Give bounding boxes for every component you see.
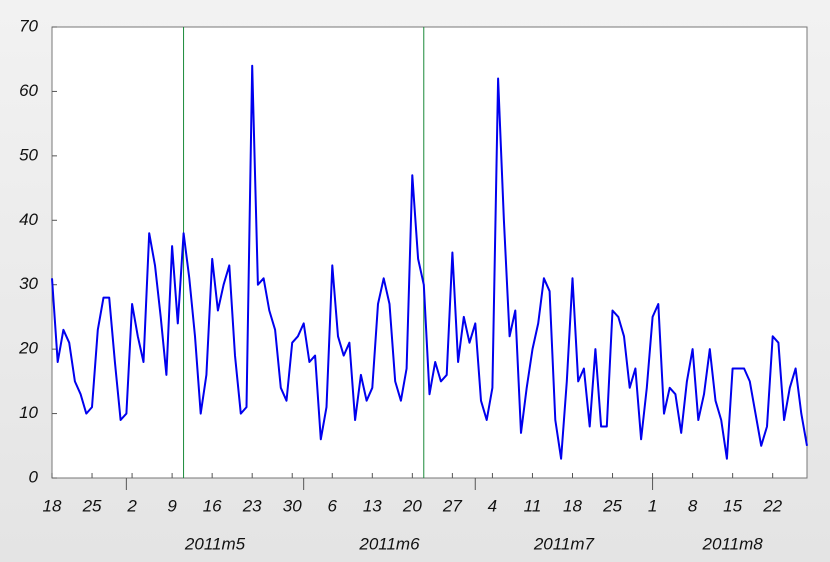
y-tick-label: 40 — [19, 210, 38, 229]
y-tick-label: 30 — [19, 274, 38, 293]
x-tick-label: 13 — [363, 496, 382, 515]
x-tick-label: 22 — [762, 496, 782, 515]
x-tick-label: 18 — [43, 496, 62, 515]
y-tick-label: 0 — [29, 467, 39, 486]
x-tick-label: 23 — [242, 496, 262, 515]
x-tick-label: 18 — [563, 496, 582, 515]
month-label: 2011m8 — [702, 534, 764, 553]
x-tick-label: 20 — [402, 496, 422, 515]
x-tick-label: 1 — [648, 496, 657, 515]
y-tick-label: 60 — [19, 81, 38, 100]
x-tick-label: 6 — [328, 496, 338, 515]
x-tick-label: 16 — [203, 496, 222, 515]
x-tick-label: 2 — [126, 496, 137, 515]
x-tick-label: 25 — [82, 496, 102, 515]
month-label: 2011m6 — [358, 534, 420, 553]
data-line — [51, 64, 808, 460]
plot-area — [51, 26, 808, 479]
y-tick-label: 20 — [18, 339, 38, 358]
month-label: 2011m5 — [184, 534, 246, 553]
y-tick-label: 70 — [19, 16, 38, 35]
y-tick-label: 10 — [19, 403, 38, 422]
x-tick-label: 4 — [488, 496, 497, 515]
x-tick-label: 25 — [602, 496, 622, 515]
x-tick-label: 30 — [283, 496, 302, 515]
x-tick-label: 9 — [167, 496, 177, 515]
x-tick-label: 15 — [723, 496, 742, 515]
x-tick-label: 27 — [442, 496, 462, 515]
x-tick-label: 8 — [688, 496, 698, 515]
month-label: 2011m7 — [533, 534, 595, 553]
x-tick-label: 11 — [524, 496, 542, 515]
y-tick-label: 50 — [19, 145, 38, 164]
